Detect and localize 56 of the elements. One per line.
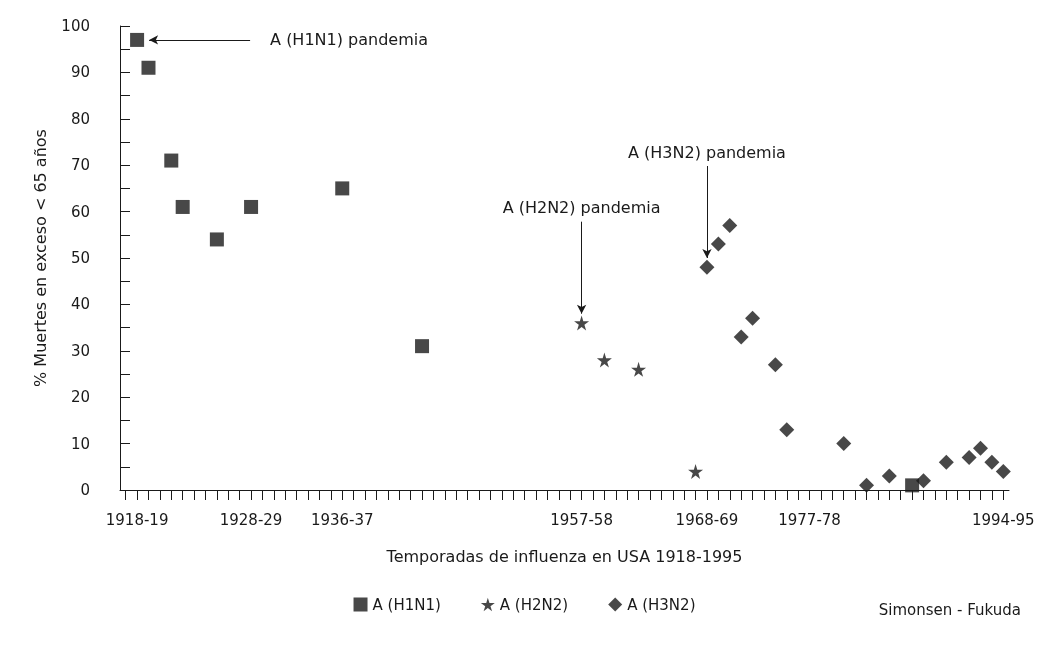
y-tick-label: 30 xyxy=(70,341,90,360)
x-tick-label: 1918-19 xyxy=(105,510,169,529)
legend-label: A (H1N1) xyxy=(372,595,441,614)
point xyxy=(244,199,259,214)
point xyxy=(596,352,612,368)
point xyxy=(961,450,977,466)
legend-label: A (H3N2) xyxy=(627,595,696,614)
point xyxy=(836,436,852,452)
y-tick-label: 100 xyxy=(61,17,90,35)
y-axis-title: % Muertes en exceso < 65 años xyxy=(30,129,50,387)
point xyxy=(859,477,875,493)
y-tick-label: 40 xyxy=(70,295,90,314)
y-tick-label: 90 xyxy=(70,63,90,82)
annotation: A (H2N2) pandemia xyxy=(502,198,661,218)
x-tick-label: 1936-37 xyxy=(310,510,374,529)
y-tick-label: 10 xyxy=(70,434,90,453)
point xyxy=(733,329,749,345)
y-tick-label: 60 xyxy=(70,202,90,221)
point xyxy=(767,357,783,373)
y-tick-label: 80 xyxy=(70,109,90,128)
x-tick-label: 1957-58 xyxy=(550,510,613,529)
point xyxy=(335,181,350,196)
point xyxy=(130,32,145,47)
point xyxy=(973,440,989,456)
point xyxy=(916,473,932,489)
x-tick-label: 1977-78 xyxy=(778,510,841,529)
point xyxy=(209,232,224,247)
point xyxy=(881,468,897,484)
y-tick-label: 0 xyxy=(80,481,90,499)
y-tick-label: 70 xyxy=(70,156,90,175)
y-tick-label: 20 xyxy=(70,388,90,407)
point xyxy=(688,463,704,479)
x-tick-label: 1994-95 xyxy=(971,510,1035,529)
point xyxy=(699,259,715,275)
x-tick-label: 1968-69 xyxy=(675,510,739,529)
x-axis-title: Temporadas de influenza en USA 1918-1995 xyxy=(385,546,743,566)
point xyxy=(938,454,954,470)
point xyxy=(779,422,795,438)
legend-label: A (H2N2) xyxy=(499,595,569,614)
annotation: A (H3N2) pandemia xyxy=(628,142,786,162)
point xyxy=(164,153,179,168)
point xyxy=(745,310,761,326)
point xyxy=(984,454,1000,470)
point xyxy=(631,361,647,377)
point xyxy=(415,339,430,354)
point xyxy=(141,60,156,75)
annotation: A (H1N1) pandemia xyxy=(270,30,428,50)
point xyxy=(710,236,726,252)
text: Simonsen - Fukuda xyxy=(878,600,1022,619)
y-tick-label: 50 xyxy=(70,249,90,267)
x-tick-label: 1928-29 xyxy=(219,510,283,529)
point xyxy=(175,199,190,214)
point xyxy=(905,478,920,493)
point xyxy=(995,463,1011,479)
point xyxy=(722,218,738,234)
point xyxy=(574,315,590,331)
